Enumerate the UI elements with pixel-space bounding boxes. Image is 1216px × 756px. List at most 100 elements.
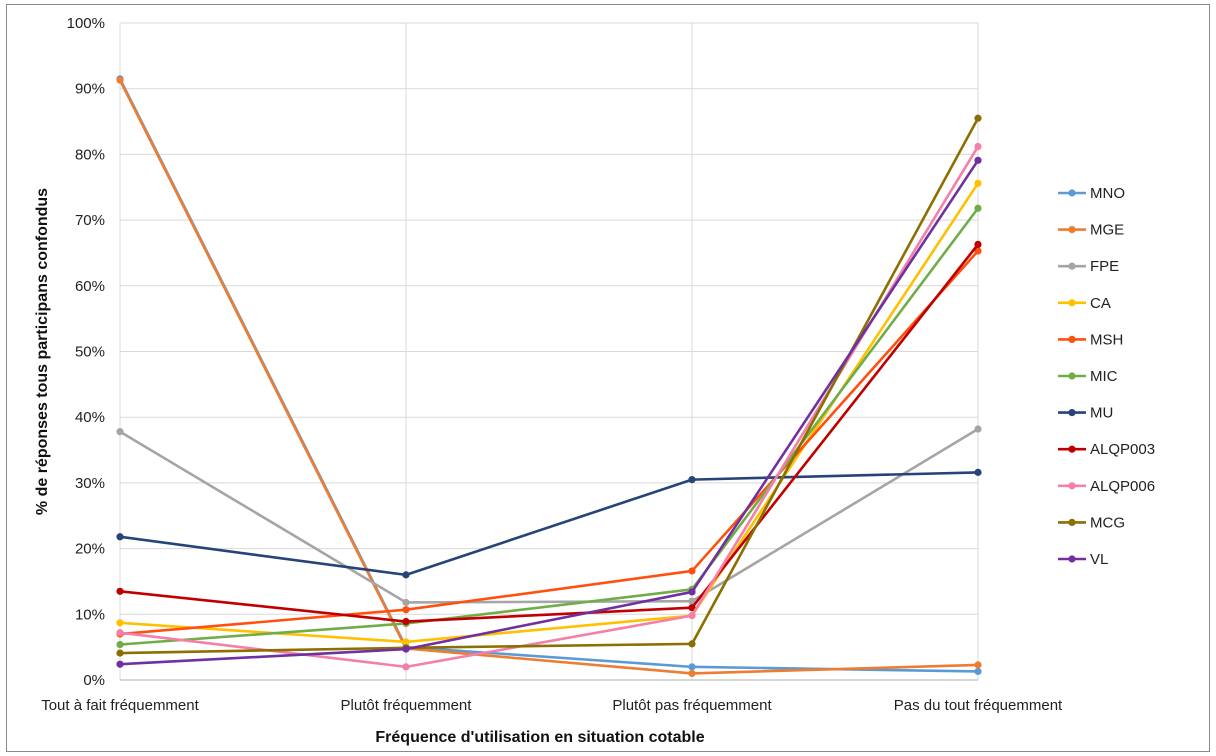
data-point [116,533,124,541]
y-tick-label: 10% [75,606,105,623]
series-line [118,79,979,675]
legend-item-mno: MNO [1058,185,1125,202]
data-point [688,588,696,596]
legend-dot-marker [1068,335,1076,343]
data-point [974,247,982,255]
series-fpe [116,425,982,607]
data-point [974,204,982,212]
data-point [688,612,696,620]
series-alqp003 [116,240,982,626]
legend-item-alqp006: ALQP006 [1058,478,1155,495]
data-point [688,663,696,671]
legend-dot-marker [1068,372,1076,380]
y-tick-label: 100% [67,15,105,32]
legend-label: FPE [1090,258,1119,275]
series-ca [116,179,982,646]
data-point [974,114,982,122]
data-point [402,606,410,614]
data-point [688,597,696,605]
series-line [119,159,980,666]
legend-dot-marker [1068,555,1076,563]
legend-dot-marker [1068,518,1076,527]
data-point [974,661,982,669]
legend-item-vl: VL [1058,551,1108,568]
data-point [688,669,696,678]
series-lines [116,75,982,678]
x-tick-label: Plutôt fréquemment [341,697,473,714]
data-point [402,617,410,626]
legend-label: MIC [1090,368,1118,385]
legend-item-ca: CA [1058,295,1111,312]
series-mcg [116,114,982,657]
data-point [974,142,982,151]
y-tick-label: 90% [75,81,105,98]
series-line [119,117,980,655]
legend-item-fpe: FPE [1058,258,1119,275]
data-point [974,468,982,476]
series-mu [116,468,982,579]
y-tick-label: 80% [75,146,105,163]
legend-dot-marker [1068,409,1076,417]
data-point [116,428,124,436]
data-point [116,649,124,657]
data-point [116,619,124,627]
series-line [119,243,980,623]
series-line [119,471,979,577]
y-axis-ticks: 0% 10% 20% 30% 40% 50% 60% 70% 80% 90% 100% [67,15,105,689]
gridlines [119,22,979,681]
legend-dot-marker [1068,299,1076,307]
legend-item-mge: MGE [1058,222,1124,239]
legend-label: MCG [1090,514,1125,531]
y-tick-label: 50% [75,344,105,361]
data-point [116,587,124,595]
y-tick-label: 20% [75,541,105,558]
series-line [119,207,980,646]
legend-item-alqp003: ALQP003 [1058,441,1155,458]
legend: MNO MGE FPE CA MSH MIC MU ALQP003 ALQP006 MCG VL [1058,185,1155,568]
data-point [402,645,410,653]
legend-label: VL [1090,551,1108,568]
x-tick-label: Pas du tout fréquemment [894,697,1063,714]
legend-dot-marker [1068,189,1076,197]
data-point [688,476,696,484]
legend-item-mcg: MCG [1058,514,1125,531]
data-point [116,76,124,84]
series-mic [116,204,982,649]
data-point [974,425,982,433]
legend-item-msh: MSH [1058,331,1123,348]
legend-label: MSH [1090,331,1123,348]
y-tick-label: 30% [75,475,105,492]
data-point [402,571,410,579]
data-point [116,660,124,668]
data-point [974,240,982,249]
data-point [974,156,982,164]
data-point [688,567,696,575]
x-axis-title: Fréquence d'utilisation en situation cot… [375,729,704,746]
legend-dot-marker [1068,226,1076,234]
data-point [402,598,410,607]
legend-dot-marker [1068,445,1076,453]
x-axis-ticks: Tout à fait fréquemment Plutôt fréquemmen… [41,697,1063,714]
y-axis-title: % de réponses tous participans confondus [34,188,51,515]
data-point [688,640,696,648]
x-tick-label: Tout à fait fréquemment [41,697,199,714]
series-line [118,78,979,673]
legend-dot-marker [1068,482,1076,490]
data-point [974,667,982,676]
legend-label: CA [1090,295,1111,312]
series-line [119,427,979,604]
data-point [974,179,982,187]
y-tick-label: 70% [75,212,105,229]
y-tick-label: 40% [75,409,105,426]
data-point [402,638,410,646]
series-line [119,182,980,644]
data-point [116,640,124,649]
legend-item-mu: MU [1058,405,1113,422]
data-point [688,604,696,612]
series-msh [116,247,982,638]
x-tick-label: Plutôt pas fréquemment [612,697,772,714]
legend-label: ALQP003 [1090,441,1155,458]
legend-label: MU [1090,405,1113,422]
data-point [402,663,410,671]
